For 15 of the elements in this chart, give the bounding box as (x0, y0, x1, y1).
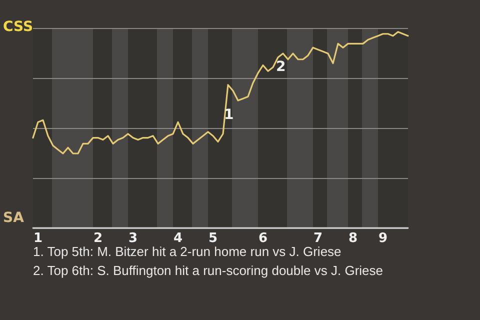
x-tick-label: 8 (348, 231, 358, 246)
x-tick-label: 5 (208, 231, 218, 246)
x-tick-label: 7 (313, 231, 323, 246)
annotation: 1 (224, 107, 234, 123)
text: 2. Top 6th: S. Buffington hit a run-scoring double vs J. Griese (33, 263, 383, 278)
x-tick-label: 3 (128, 231, 138, 246)
x-tick-label: 2 (93, 231, 103, 246)
x-tick-label: 1 (33, 231, 43, 246)
annotation: CSS (3, 19, 34, 35)
text: SA (3, 210, 24, 226)
text: 1. Top 5th: M. Bitzer hit a 2-run home run vs J. Griese (33, 244, 342, 259)
x-tick-label: 6 (258, 231, 268, 246)
x-tick-label: 9 (378, 231, 388, 246)
annotation: 2 (276, 59, 286, 75)
x-tick-label: 4 (173, 231, 183, 246)
